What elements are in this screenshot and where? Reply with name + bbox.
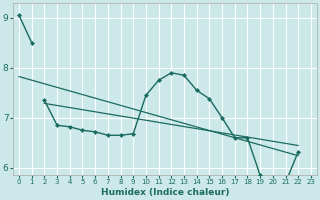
X-axis label: Humidex (Indice chaleur): Humidex (Indice chaleur) [101, 188, 229, 197]
